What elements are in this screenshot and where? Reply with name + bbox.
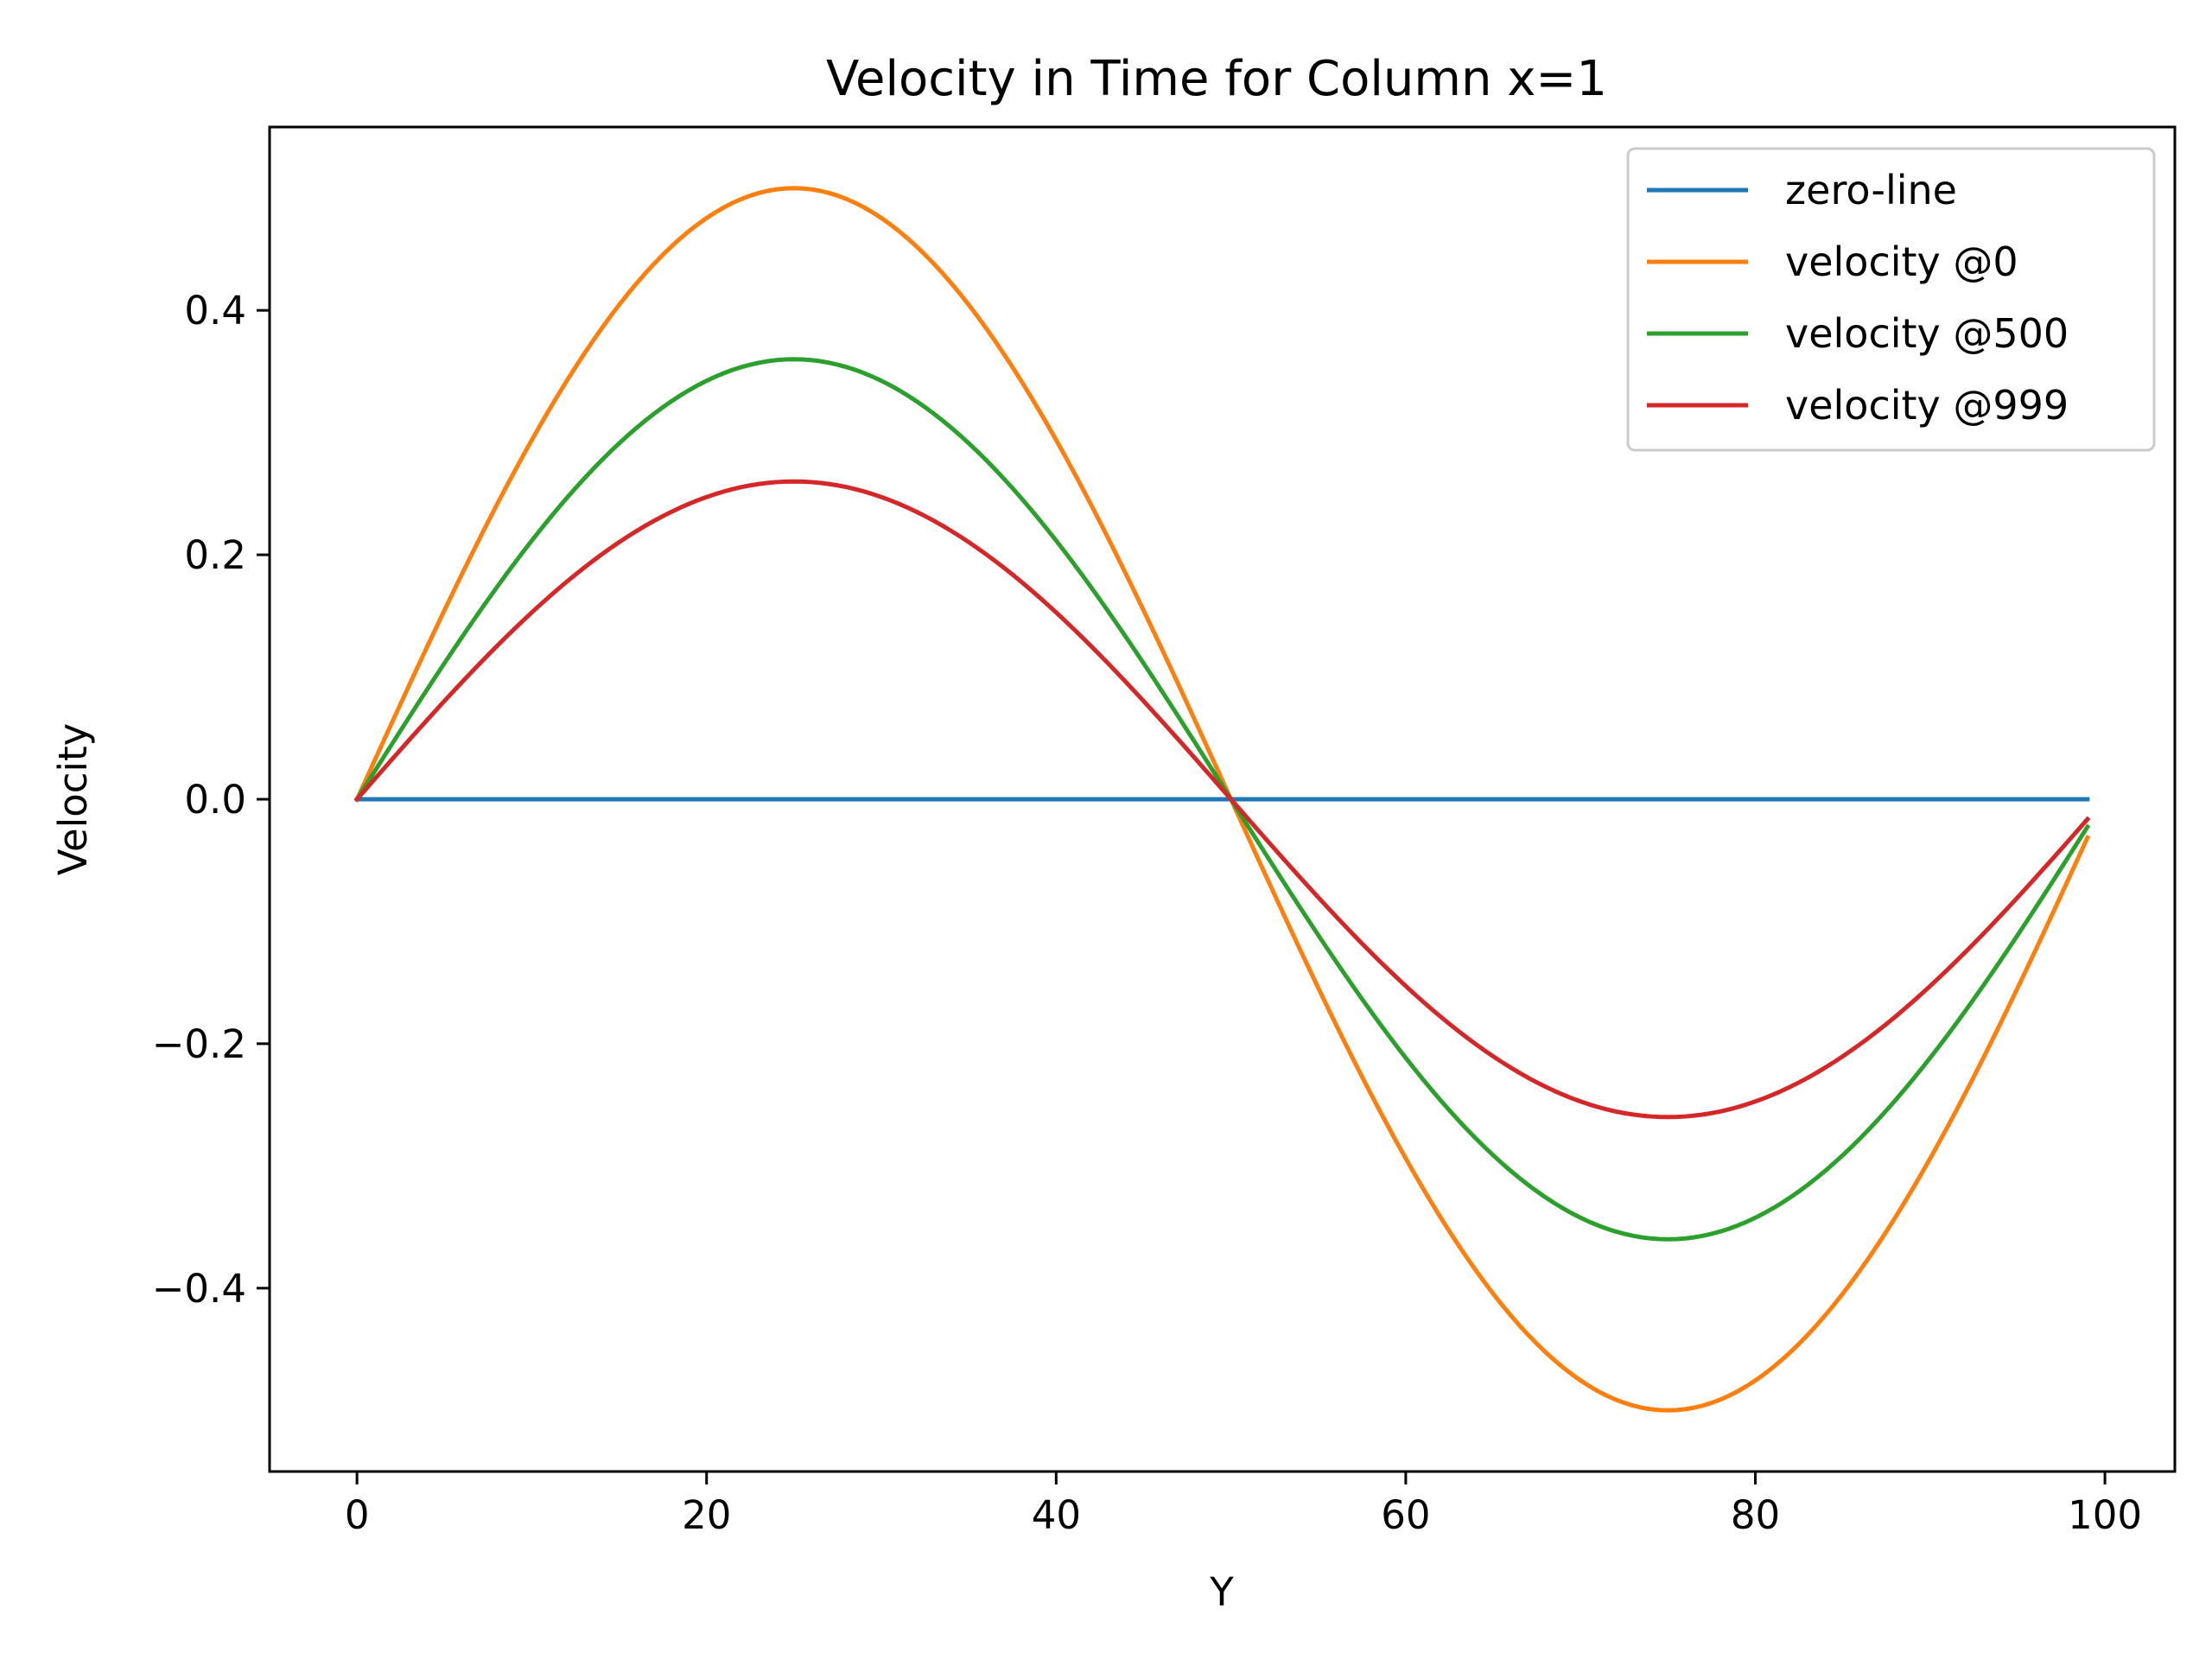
series-line-velocity-999 [353,479,2091,1120]
x-tick-label: 20 [682,1492,731,1538]
x-axis: 0 20 40 60 80 100 [345,1471,2142,1538]
legend: zero-line velocity @0 velocity @500 velocit… [1626,147,2156,452]
legend-box [1626,147,2156,452]
series-line-velocity-0 [353,186,2091,1413]
series-layer [353,186,2091,1413]
y-tick-label: −0.2 [152,1021,246,1067]
y-tick-label: −0.4 [152,1266,246,1312]
y-tick-label: 0.4 [184,288,246,334]
x-tick-label: 40 [1032,1492,1081,1538]
y-axis-label: Velocity [50,723,96,876]
legend-label-zero-line: zero-line [1785,167,1957,213]
x-tick-label: 0 [345,1492,370,1538]
y-tick-label: 0.0 [184,777,246,823]
x-axis-label: Y [1209,1569,1234,1615]
legend-label-velocity-0: velocity @0 [1785,238,2018,285]
chart-title: Velocity in Time for Column x=1 [826,51,1607,107]
y-axis: 0.4 0.2 0.0 −0.2 −0.4 [152,288,270,1312]
legend-label-velocity-999: velocity @999 [1785,382,2069,429]
x-tick-label: 80 [1731,1492,1780,1538]
y-tick-label: 0.2 [184,532,246,578]
x-tick-label: 60 [1381,1492,1430,1538]
x-tick-label: 100 [2068,1492,2142,1538]
series-line-velocity-500 [353,357,2091,1242]
legend-label-velocity-500: velocity @500 [1785,310,2069,357]
